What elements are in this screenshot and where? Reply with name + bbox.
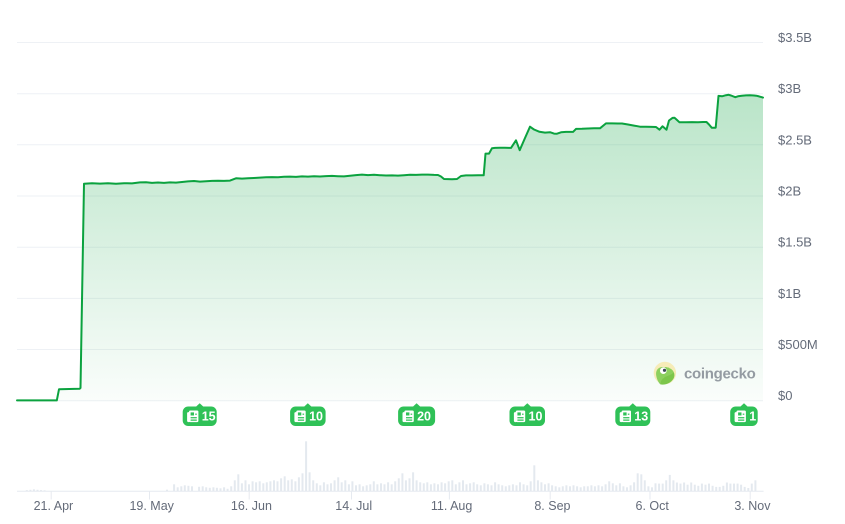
svg-text:13: 13 [634,410,648,424]
svg-text:$2.5B: $2.5B [778,132,812,147]
svg-text:19. May: 19. May [129,499,174,513]
svg-text:15: 15 [202,410,216,424]
svg-text:20: 20 [417,410,431,424]
svg-text:$3.5B: $3.5B [778,30,812,45]
svg-text:1: 1 [749,410,756,424]
svg-text:8. Sep: 8. Sep [534,499,570,513]
svg-text:3. Nov: 3. Nov [734,499,771,513]
svg-text:21. Apr: 21. Apr [34,499,74,513]
svg-text:6. Oct: 6. Oct [636,499,670,513]
svg-text:16. Jun: 16. Jun [231,499,272,513]
svg-text:14. Jul: 14. Jul [335,499,372,513]
svg-text:$0: $0 [778,388,792,403]
svg-text:$2B: $2B [778,184,801,199]
svg-text:11. Aug: 11. Aug [431,499,473,513]
svg-text:$3B: $3B [778,81,801,96]
svg-text:$1.5B: $1.5B [778,235,812,250]
svg-text:$500M: $500M [778,337,818,352]
svg-text:10: 10 [529,410,543,424]
svg-text:10: 10 [309,410,323,424]
svg-text:coingecko: coingecko [684,365,756,382]
svg-text:$1B: $1B [778,286,801,301]
